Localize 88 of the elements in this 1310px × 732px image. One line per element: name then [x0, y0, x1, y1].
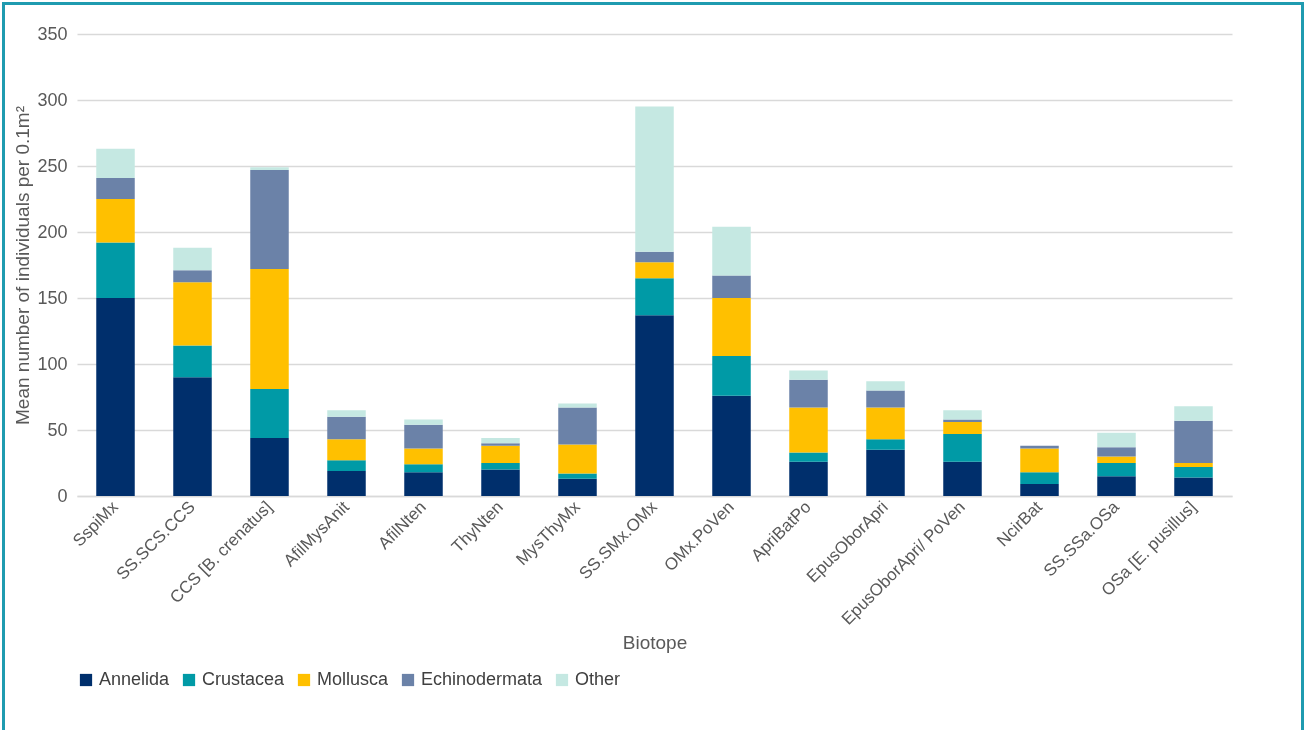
bar	[866, 439, 905, 450]
bar	[404, 472, 443, 496]
bar	[404, 448, 443, 465]
legend-label: Other	[575, 669, 621, 689]
legend-label: Annelida	[99, 669, 171, 689]
y-tick-label: 0	[57, 485, 68, 506]
bar	[789, 370, 828, 380]
bar	[481, 463, 520, 470]
bar	[635, 262, 674, 279]
bar	[96, 177, 135, 199]
bar	[173, 377, 212, 496]
bar	[943, 422, 982, 434]
bar	[943, 410, 982, 420]
bar	[635, 278, 674, 316]
bar	[327, 470, 366, 496]
legend-label: Echinodermata	[421, 669, 544, 689]
bar	[481, 445, 520, 463]
bar	[558, 407, 597, 445]
bar	[96, 148, 135, 178]
bar	[943, 461, 982, 496]
bar	[404, 464, 443, 473]
bar	[866, 449, 905, 496]
bar	[789, 452, 828, 462]
bar	[789, 461, 828, 496]
bar	[943, 433, 982, 462]
legend-label: Crustacea	[202, 669, 286, 689]
y-tick-label: 300	[37, 89, 68, 110]
bar	[250, 389, 289, 438]
bar	[712, 298, 751, 357]
y-tick-label: 200	[37, 221, 68, 242]
bar	[866, 381, 905, 391]
bar	[173, 282, 212, 346]
bar	[558, 473, 597, 479]
bar	[712, 275, 751, 298]
bar	[173, 247, 212, 271]
bar	[712, 395, 751, 496]
bar	[1020, 472, 1059, 485]
y-tick-label: 350	[37, 23, 68, 44]
y-axis-title: Mean number of individuals per 0.1m²	[12, 106, 34, 425]
bar	[96, 199, 135, 243]
bar	[866, 407, 905, 440]
bar	[866, 390, 905, 408]
y-tick-label: 100	[37, 353, 68, 374]
bar	[558, 403, 597, 408]
bar	[712, 356, 751, 396]
bar	[635, 106, 674, 252]
bar	[1097, 456, 1136, 463]
bar	[1020, 448, 1059, 473]
bar	[481, 469, 520, 496]
bar	[635, 251, 674, 263]
bar	[558, 478, 597, 496]
bar	[1097, 476, 1136, 496]
bar	[96, 242, 135, 298]
bar	[250, 169, 289, 269]
y-tick-label: 250	[37, 155, 68, 176]
bar	[635, 315, 674, 496]
bar	[481, 443, 520, 446]
x-axis-title: Biotope	[622, 631, 688, 653]
bar	[1020, 484, 1059, 496]
bar	[404, 424, 443, 449]
bar	[250, 167, 289, 170]
bar	[789, 379, 828, 408]
bar	[1097, 432, 1136, 448]
bar	[481, 437, 520, 444]
y-tick-label: 150	[37, 287, 68, 308]
bar	[712, 226, 751, 276]
bar	[327, 460, 366, 471]
bar	[96, 298, 135, 496]
bar	[173, 270, 212, 283]
bar	[1174, 406, 1213, 421]
bar	[1174, 477, 1213, 496]
bar	[404, 419, 443, 425]
bar	[327, 439, 366, 461]
bar	[1174, 463, 1213, 467]
legend-label: Mollusca	[317, 669, 390, 689]
bar	[250, 268, 289, 390]
bar	[789, 407, 828, 453]
bar	[250, 437, 289, 496]
bar	[943, 419, 982, 423]
bar	[173, 345, 212, 378]
y-tick-label: 50	[47, 419, 68, 440]
bar	[1174, 466, 1213, 478]
bar	[1097, 447, 1136, 457]
bar	[327, 416, 366, 440]
bar	[1174, 420, 1213, 463]
bar	[327, 410, 366, 417]
bar	[1097, 463, 1136, 477]
bar	[558, 444, 597, 474]
